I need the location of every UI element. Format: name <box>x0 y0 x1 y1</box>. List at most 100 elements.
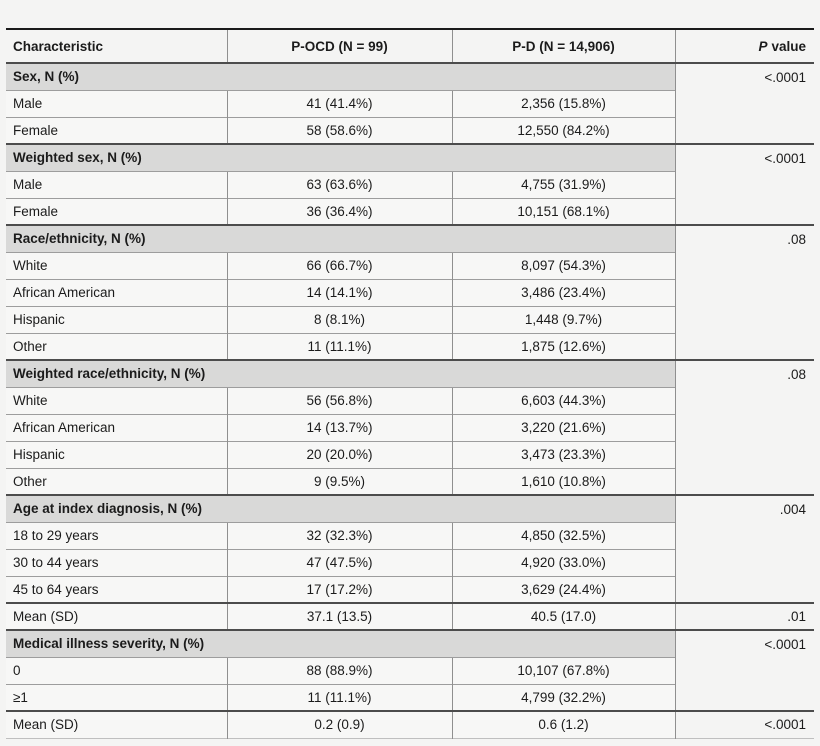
table-row: Male 63 (63.6%) 4,755 (31.9%) <box>6 170 814 198</box>
pocd-value: 11 (11.1%) <box>226 683 452 711</box>
pd-value: 8,097 (54.3%) <box>451 251 675 279</box>
row-label: White <box>6 386 227 414</box>
table-row: ≥1 11 (11.1%) 4,799 (32.2%) <box>6 683 814 711</box>
p-value-cell: .08 <box>674 224 814 360</box>
pd-value: 10,151 (68.1%) <box>451 197 675 225</box>
col-header-characteristic: Characteristic <box>6 29 227 64</box>
pocd-value: 56 (56.8%) <box>226 386 452 414</box>
p-value-cell: <.0001 <box>674 143 814 225</box>
row-label: Other <box>6 467 227 495</box>
pocd-value: 0.2 (0.9) <box>226 710 452 738</box>
row-label: 0 <box>6 656 227 684</box>
pocd-value: 32 (32.3%) <box>226 521 452 549</box>
pocd-value: 11 (11.1%) <box>226 332 452 360</box>
pocd-value: 8 (8.1%) <box>226 305 452 333</box>
table-header: Characteristic P-OCD (N = 99) P-D (N = 1… <box>6 29 814 64</box>
pd-value: 4,799 (32.2%) <box>451 683 675 711</box>
pocd-value: 63 (63.6%) <box>226 170 452 198</box>
row-label: Hispanic <box>6 305 227 333</box>
row-label: African American <box>6 278 227 306</box>
section-label: Age at index diagnosis, N (%) <box>6 494 675 522</box>
section-row: Sex, N (%) <.0001 <box>6 62 814 144</box>
p-value-cell: .004 <box>674 494 814 603</box>
p-value-cell: .01 <box>674 602 814 630</box>
section-label: Weighted sex, N (%) <box>6 143 675 171</box>
pd-value: 3,473 (23.3%) <box>451 440 675 468</box>
table-row: Other 9 (9.5%) 1,610 (10.8%) <box>6 467 814 495</box>
pocd-value: 9 (9.5%) <box>226 467 452 495</box>
row-label: Other <box>6 332 227 360</box>
pocd-value: 36 (36.4%) <box>226 197 452 225</box>
section-label: Medical illness severity, N (%) <box>6 629 675 657</box>
section-label: Sex, N (%) <box>6 62 675 90</box>
table-row: African American 14 (14.1%) 3,486 (23.4%) <box>6 278 814 306</box>
pd-value: 1,610 (10.8%) <box>451 467 675 495</box>
pocd-value: 14 (14.1%) <box>226 278 452 306</box>
section-row: Medical illness severity, N (%) <.0001 <box>6 629 814 711</box>
section-row: Age at index diagnosis, N (%) .004 <box>6 494 814 603</box>
table-row: Mean (SD) 37.1 (13.5) 40.5 (17.0) .01 <box>6 602 814 630</box>
p-value-cell: <.0001 <box>674 629 814 711</box>
row-label: Female <box>6 116 227 144</box>
pd-value: 1,875 (12.6%) <box>451 332 675 360</box>
header-row: Characteristic P-OCD (N = 99) P-D (N = 1… <box>6 29 814 64</box>
pd-value: 12,550 (84.2%) <box>451 116 675 144</box>
section-label: Weighted race/ethnicity, N (%) <box>6 359 675 387</box>
pd-value: 1,448 (9.7%) <box>451 305 675 333</box>
row-label: Hispanic <box>6 440 227 468</box>
pocd-value: 66 (66.7%) <box>226 251 452 279</box>
row-label: Mean (SD) <box>6 710 227 738</box>
pd-value: 3,629 (24.4%) <box>451 575 675 603</box>
col-header-pd: P-D (N = 14,906) <box>451 29 675 64</box>
section-row: Race/ethnicity, N (%) .08 <box>6 224 814 360</box>
pd-value: 40.5 (17.0) <box>451 602 675 630</box>
pocd-value: 20 (20.0%) <box>226 440 452 468</box>
table-row: Male 41 (41.4%) 2,356 (15.8%) <box>6 89 814 117</box>
table-row: 45 to 64 years 17 (17.2%) 3,629 (24.4%) <box>6 575 814 603</box>
table-row: 30 to 44 years 47 (47.5%) 4,920 (33.0%) <box>6 548 814 576</box>
row-label: White <box>6 251 227 279</box>
table-row: Mean (SD) 0.2 (0.9) 0.6 (1.2) <.0001 <box>6 710 814 738</box>
row-label: Male <box>6 170 227 198</box>
section-row: Weighted race/ethnicity, N (%) .08 <box>6 359 814 495</box>
pocd-value: 14 (13.7%) <box>226 413 452 441</box>
section-row: Weighted sex, N (%) <.0001 <box>6 143 814 225</box>
characteristics-table: Characteristic P-OCD (N = 99) P-D (N = 1… <box>6 28 814 739</box>
table-row: White 56 (56.8%) 6,603 (44.3%) <box>6 386 814 414</box>
row-label: 45 to 64 years <box>6 575 227 603</box>
pd-value: 2,356 (15.8%) <box>451 89 675 117</box>
pd-value: 10,107 (67.8%) <box>451 656 675 684</box>
table-row: Female 36 (36.4%) 10,151 (68.1%) <box>6 197 814 225</box>
table-row: Female 58 (58.6%) 12,550 (84.2%) <box>6 116 814 144</box>
col-header-pocd: P-OCD (N = 99) <box>226 29 452 64</box>
pd-value: 3,486 (23.4%) <box>451 278 675 306</box>
pd-value: 4,755 (31.9%) <box>451 170 675 198</box>
pd-value: 3,220 (21.6%) <box>451 413 675 441</box>
row-label: 30 to 44 years <box>6 548 227 576</box>
table-row: White 66 (66.7%) 8,097 (54.3%) <box>6 251 814 279</box>
pd-value: 6,603 (44.3%) <box>451 386 675 414</box>
row-label: Mean (SD) <box>6 602 227 630</box>
row-label: 18 to 29 years <box>6 521 227 549</box>
p-value-header-rest: value <box>771 38 806 54</box>
p-value-cell: <.0001 <box>674 62 814 144</box>
table-row: Hispanic 8 (8.1%) 1,448 (9.7%) <box>6 305 814 333</box>
pd-value: 4,850 (32.5%) <box>451 521 675 549</box>
section-label: Race/ethnicity, N (%) <box>6 224 675 252</box>
p-value-header-italic: P <box>758 38 768 54</box>
pocd-value: 47 (47.5%) <box>226 548 452 576</box>
table-row: Other 11 (11.1%) 1,875 (12.6%) <box>6 332 814 360</box>
pocd-value: 88 (88.9%) <box>226 656 452 684</box>
pd-value: 4,920 (33.0%) <box>451 548 675 576</box>
p-value-cell: <.0001 <box>674 710 814 738</box>
table-row: 18 to 29 years 32 (32.3%) 4,850 (32.5%) <box>6 521 814 549</box>
row-label: ≥1 <box>6 683 227 711</box>
pd-value: 0.6 (1.2) <box>451 710 675 738</box>
p-value-cell: .08 <box>674 359 814 495</box>
table-row: African American 14 (13.7%) 3,220 (21.6%) <box>6 413 814 441</box>
pocd-value: 41 (41.4%) <box>226 89 452 117</box>
table-body: Sex, N (%) <.0001 Male 41 (41.4%) 2,356 (15.… <box>6 62 814 738</box>
pocd-value: 17 (17.2%) <box>226 575 452 603</box>
